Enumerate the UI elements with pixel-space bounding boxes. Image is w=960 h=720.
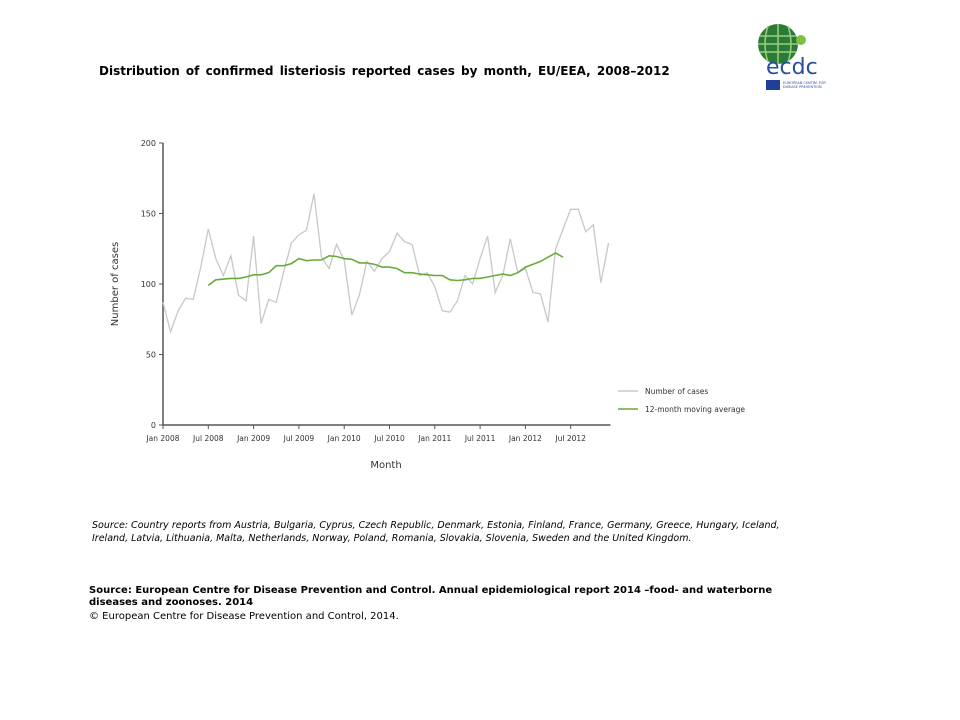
y-tick-label: 150 bbox=[141, 210, 156, 219]
chart: 0 50 100 150 200 Jan 2008 Jul 2008 Jan 2009 Jul … bbox=[110, 139, 745, 471]
y-tick-label: 200 bbox=[141, 139, 156, 148]
svg-text:DISEASE PREVENTION: DISEASE PREVENTION bbox=[783, 85, 822, 89]
copyright: © European Centre for Disease Prevention… bbox=[89, 611, 399, 622]
legend-label: Number of cases bbox=[645, 387, 708, 396]
ecdc-logo: ecdc EUROPEAN CENTRE FOR DISEASE PREVENT… bbox=[758, 24, 826, 90]
series-line-moving-average bbox=[207, 252, 564, 287]
y-axis-label: Number of cases bbox=[110, 242, 121, 326]
source-main: Source: European Centre for Disease Prev… bbox=[89, 585, 773, 608]
x-axis-label: Month bbox=[370, 460, 401, 471]
x-tick-label: Jul 2011 bbox=[464, 434, 496, 443]
y-tick-label: 0 bbox=[151, 421, 156, 430]
x-tick-label: Jul 2009 bbox=[283, 434, 315, 443]
y-tick-label: 100 bbox=[141, 280, 156, 289]
source-countries: Source: Country reports from Austria, Bu… bbox=[92, 520, 780, 544]
chart-title: Distribution of confirmed listeriosis re… bbox=[99, 64, 670, 78]
y-tick-label: 50 bbox=[146, 351, 156, 360]
x-tick-label: Jan 2011 bbox=[417, 434, 451, 443]
x-tick-label: Jan 2009 bbox=[236, 434, 270, 443]
svg-text:ecdc: ecdc bbox=[766, 55, 818, 80]
x-tick-label: Jul 2008 bbox=[192, 434, 224, 443]
x-tick-label: Jan 2008 bbox=[145, 434, 179, 443]
legend-label: 12-month moving average bbox=[645, 405, 745, 414]
x-tick-label: Jan 2010 bbox=[327, 434, 361, 443]
svg-text:EUROPEAN CENTRE FOR: EUROPEAN CENTRE FOR bbox=[783, 81, 826, 85]
x-tick-label: Jul 2012 bbox=[554, 434, 586, 443]
series-line-cases bbox=[162, 193, 610, 335]
x-tick-label: Jul 2010 bbox=[373, 434, 405, 443]
x-tick-label: Jan 2012 bbox=[508, 434, 542, 443]
